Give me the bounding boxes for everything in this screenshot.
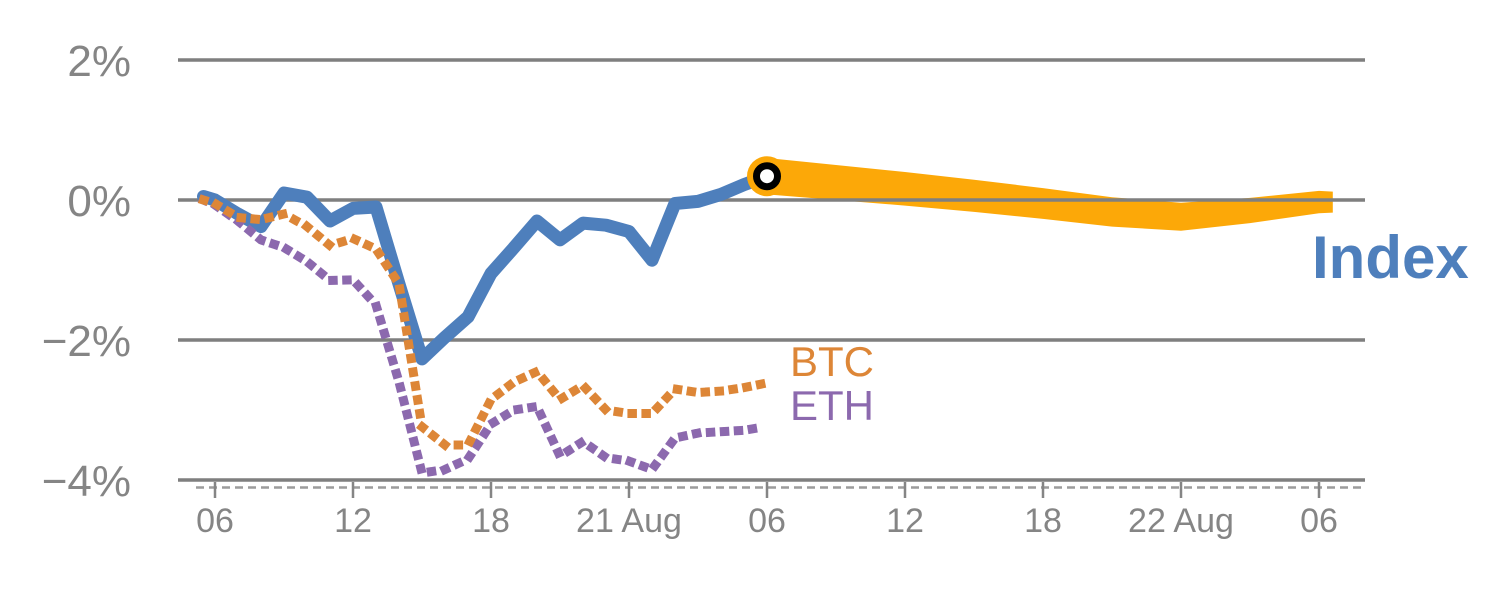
x-tick-label: 18 (1024, 502, 1062, 540)
current-marker-ring (753, 162, 781, 191)
x-tick-label: 12 (334, 502, 372, 540)
x-tick-label: 18 (472, 502, 510, 540)
series-eth-line (197, 194, 770, 478)
series-index-line (197, 169, 774, 366)
x-tick-label: 06 (1300, 502, 1338, 540)
x-tick-label: 12 (886, 502, 924, 540)
y-tick-label: 0% (67, 177, 131, 226)
y-tick-label: −4% (42, 457, 131, 506)
y-tick-label: −2% (42, 317, 131, 366)
x-tick-label: 06 (196, 502, 234, 540)
series-btc-line (197, 194, 771, 450)
btc-series-label: BTC (790, 338, 874, 385)
forecast-band (767, 158, 1333, 231)
eth-series-label: ETH (790, 382, 874, 429)
y-tick-label: 2% (67, 37, 131, 86)
x-tick-label: 06 (748, 502, 786, 540)
index-series-label: Index (1312, 224, 1469, 291)
x-tick-label: 22 Aug (1128, 502, 1234, 540)
x-tick-label: 21 Aug (576, 502, 682, 540)
